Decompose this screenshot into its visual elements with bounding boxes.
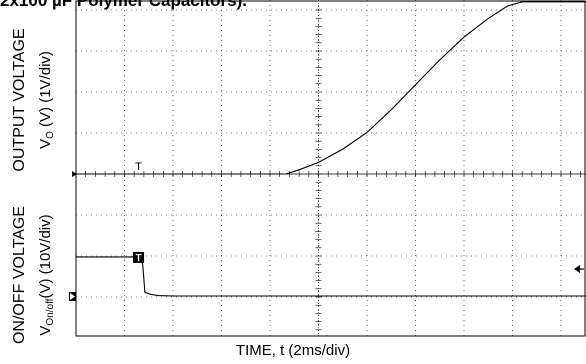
output-y-label: OUTPUT VOLTAGE VO (V) (1V/div) — [11, 28, 56, 171]
trigger-marker-box — [133, 251, 145, 263]
output-y-label-unit: VO (V) (1V/div) — [37, 51, 56, 149]
y-axis-labels: OUTPUT VOLTAGE VO (V) (1V/div) ON/OFF VOLT… — [11, 28, 56, 344]
trigger-marker-label: T — [135, 253, 141, 264]
channel-2-arrow-icon — [70, 293, 75, 300]
trigger-level-arrow-icon — [574, 265, 580, 273]
plot-frame — [75, 0, 586, 337]
on-off-y-label-unit: VOn/off(V) (10V/div) — [37, 214, 56, 335]
output-trace — [76, 1, 586, 175]
on-off-y-label: ON/OFF VOLTAGE VOn/off(V) (10V/div) — [11, 206, 56, 344]
traces — [76, 1, 586, 297]
output-y-label-main: OUTPUT VOLTAGE — [11, 28, 28, 171]
markers: TT — [69, 161, 584, 301]
x-axis-label: TIME, t (2ms/div) — [235, 342, 351, 359]
on-off-y-label-main: ON/OFF VOLTAGE — [11, 206, 28, 344]
grid — [75, 0, 586, 337]
channel-1-arrow-icon — [72, 171, 77, 177]
trigger-marker-label: T — [135, 161, 142, 173]
on-off-trace — [76, 256, 586, 297]
chart-title: 2x100 µF Polymer Capacitors). — [0, 0, 247, 10]
